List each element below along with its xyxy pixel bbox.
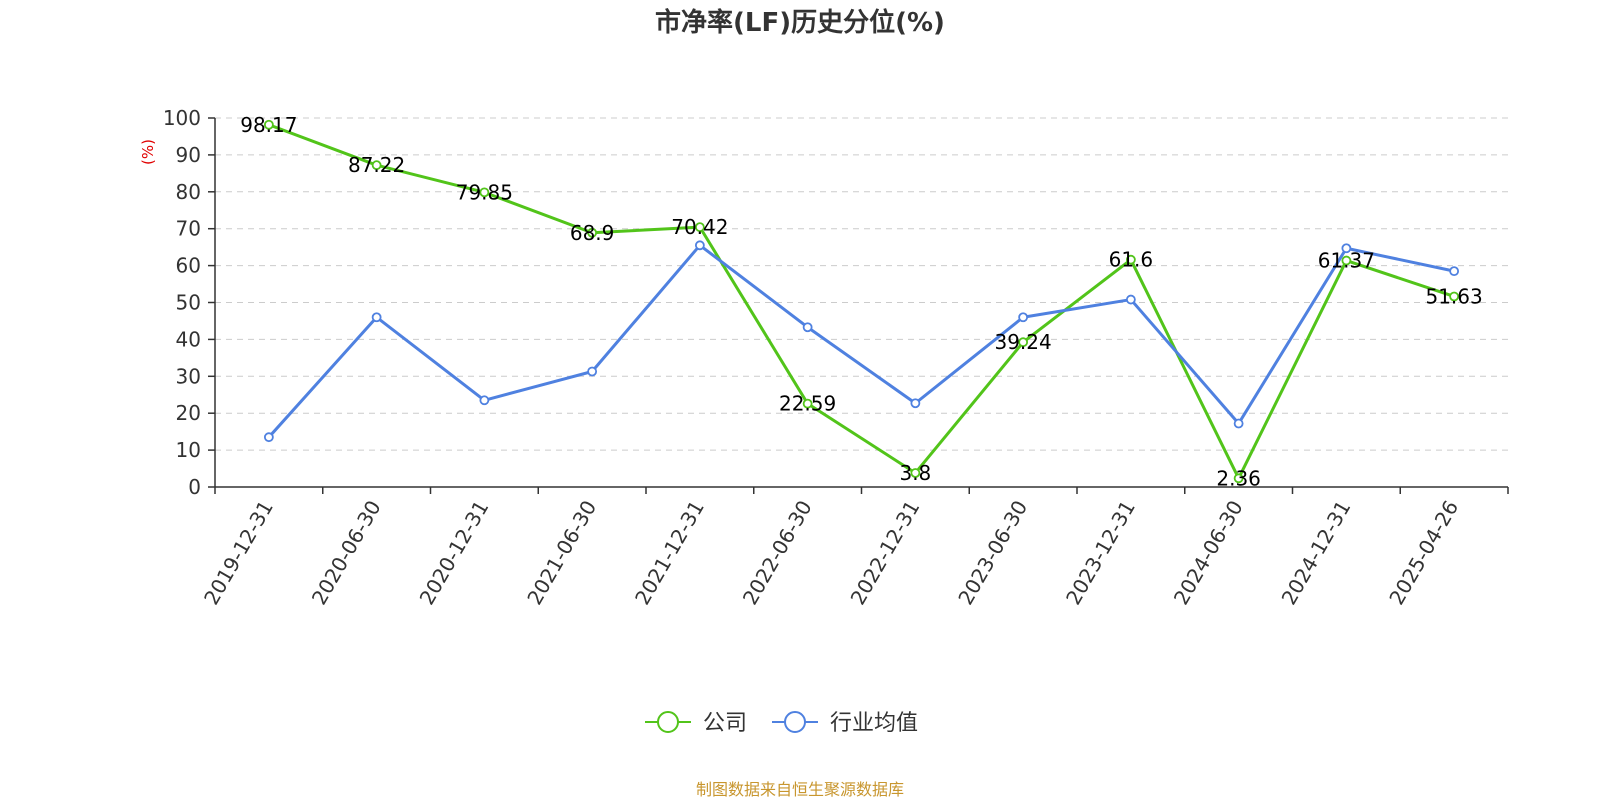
data-label: 61.6 xyxy=(1109,248,1154,272)
x-tick-label: 2024-06-30 xyxy=(1169,496,1248,609)
data-point[interactable] xyxy=(1233,473,1244,484)
y-tick-label: 50 xyxy=(176,291,201,315)
data-label: 39.24 xyxy=(994,330,1051,354)
y-tick-label: 20 xyxy=(176,401,201,425)
x-tick-label: 2023-06-30 xyxy=(953,496,1032,609)
series xyxy=(263,119,1460,484)
data-label: 70.42 xyxy=(671,215,728,239)
y-tick-label: 0 xyxy=(188,475,201,499)
y-tick-label: 40 xyxy=(176,327,201,351)
legend-label: 公司 xyxy=(703,711,747,736)
data-point[interactable] xyxy=(694,222,705,233)
y-tick-label: 30 xyxy=(176,364,201,388)
data-point[interactable] xyxy=(802,398,813,409)
x-tick-label: 2021-12-31 xyxy=(630,496,709,609)
data-point[interactable] xyxy=(694,240,705,251)
data-label: 51.63 xyxy=(1425,284,1482,308)
data-point[interactable] xyxy=(263,119,274,130)
data-point[interactable] xyxy=(1341,243,1352,254)
data-point[interactable] xyxy=(1341,255,1352,266)
data-point[interactable] xyxy=(1018,312,1029,323)
x-tick-label: 2022-06-30 xyxy=(738,496,817,609)
series-line-company xyxy=(268,123,1455,480)
x-tick-label: 2020-12-31 xyxy=(415,496,494,609)
data-point[interactable] xyxy=(479,395,490,406)
data-point[interactable] xyxy=(371,312,382,323)
source-note: 制图数据来自恒生聚源数据库 xyxy=(696,780,904,799)
x-tick-label: 2020-06-30 xyxy=(307,496,386,609)
data-point[interactable] xyxy=(1125,294,1136,305)
y-tick-label: 70 xyxy=(176,217,201,241)
data-point[interactable] xyxy=(587,227,598,238)
data-point[interactable] xyxy=(1449,266,1460,277)
y-axis-label: (%) xyxy=(139,139,157,165)
data-point[interactable] xyxy=(371,160,382,171)
legend-circle-icon xyxy=(784,711,806,733)
data-label: 22.59 xyxy=(779,392,836,416)
data-point[interactable] xyxy=(910,398,921,409)
grid-lines xyxy=(215,117,1508,451)
data-point[interactable] xyxy=(1233,418,1244,429)
data-label: 68.9 xyxy=(570,221,615,245)
x-tick-label: 2022-12-31 xyxy=(846,496,925,609)
legend-item-company[interactable]: 公司 xyxy=(645,711,747,736)
data-point[interactable] xyxy=(587,366,598,377)
x-tick-label: 2019-12-31 xyxy=(199,496,278,609)
legend-item-industry-average[interactable]: 行业均值 xyxy=(772,711,918,736)
x-tick-label: 2021-06-30 xyxy=(522,496,601,609)
data-label: 79.85 xyxy=(456,180,513,204)
data-point[interactable] xyxy=(910,468,921,478)
data-point[interactable] xyxy=(1449,291,1460,302)
y-tick-label: 10 xyxy=(176,438,201,462)
y-tick-label: 90 xyxy=(176,143,201,167)
data-point[interactable] xyxy=(263,432,274,443)
data-point[interactable] xyxy=(1018,337,1029,348)
axes: 0 10 20 30 40 50 60 70 80 90 100 2019-12-31 2020-06-… xyxy=(163,106,1509,609)
y-tick-label: 100 xyxy=(163,106,201,130)
data-label: 3.8 xyxy=(899,461,931,485)
data-label: 61.37 xyxy=(1318,249,1375,273)
data-point[interactable] xyxy=(1125,254,1136,265)
x-tick-label: 2025-04-26 xyxy=(1384,496,1463,609)
x-tick-label: 2024-12-31 xyxy=(1277,496,1356,609)
data-point[interactable] xyxy=(479,187,490,198)
data-label: 98.17 xyxy=(240,113,297,137)
data-point[interactable] xyxy=(802,322,813,333)
legend-circle-icon xyxy=(657,711,679,733)
series-line-industry-average xyxy=(267,243,1455,439)
data-label: 87.22 xyxy=(348,153,405,177)
data-label: 2.36 xyxy=(1216,466,1261,490)
legend-label: 行业均值 xyxy=(830,711,918,736)
x-tick-label: 2023-12-31 xyxy=(1061,496,1140,609)
y-tick-label: 60 xyxy=(176,254,201,278)
legend[interactable]: 公司 行业均值 xyxy=(645,711,918,736)
data-labels: 98.17 87.22 79.85 68.9 70.42 22.59 3.8 39.24 61.… xyxy=(240,113,1483,491)
chart-title: 市净率(LF)历史分位(%) xyxy=(655,7,945,38)
y-tick-label: 80 xyxy=(176,180,201,204)
